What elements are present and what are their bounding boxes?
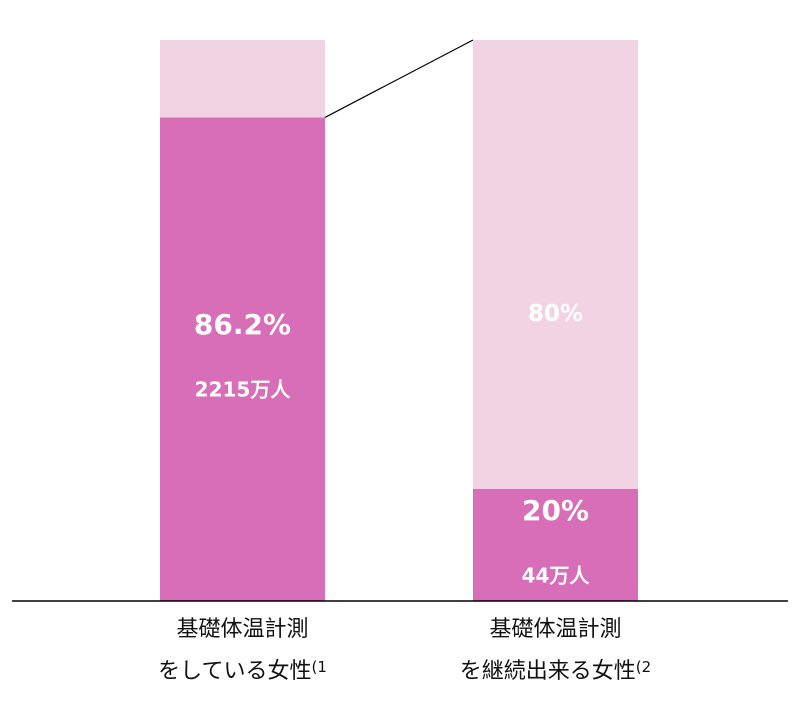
category-line: 基礎体温計測 <box>176 617 308 642</box>
value-label: 20% <box>522 494 589 527</box>
category-line: 基礎体温計測 <box>489 617 621 642</box>
bar-segment <box>160 117 325 601</box>
category-note: (1 <box>311 658 326 676</box>
bar-segment <box>473 40 638 489</box>
value-label: 80% <box>528 301 583 327</box>
category-line: をしている女性 <box>158 659 311 684</box>
category-label: 基礎体温計測 <box>489 617 621 642</box>
connector-line <box>324 39 474 118</box>
category-line: を継続出来る女性 <box>460 659 636 684</box>
category-label: を継続出来る女性(2 <box>460 658 651 685</box>
bar-segment <box>473 488 638 601</box>
category-label: をしている女性(1 <box>158 658 327 685</box>
sub-label: 44万人 <box>522 563 591 587</box>
category-note: (2 <box>636 658 651 676</box>
sub-label: 2215万人 <box>195 378 292 402</box>
category-label: 基礎体温計測 <box>176 617 308 642</box>
value-label: 86.2% <box>194 308 291 341</box>
bar-segment <box>160 40 325 118</box>
